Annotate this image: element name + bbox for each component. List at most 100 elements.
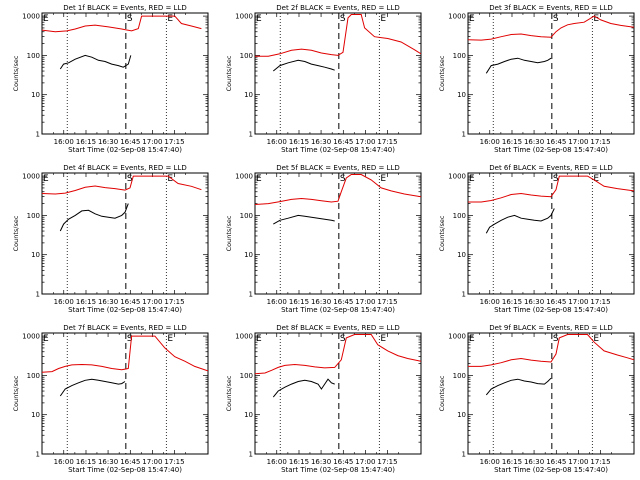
y-tick-label: 10 [457,91,466,99]
y-tick-label: 10 [31,411,40,419]
detector-panel: Det 1f BLACK = Events, RED = LLD 1 10 100 10… [12,4,209,154]
x-axis-label: Start Time (02-Sep-08 15:47:40) [281,466,395,474]
y-tick-label: 1 [36,131,40,139]
y-tick-label: 10 [457,411,466,419]
lld-series-line [468,175,634,203]
x-tick-label: 17:15 [377,138,397,146]
detector-panel: Det 4f BLACK = Events, RED = LLD 1 10 100 10… [12,164,209,314]
y-tick-label: 1000 [235,13,253,21]
x-tick-label: 16:30 [311,138,331,146]
interval-marker: E [469,174,475,184]
plot-frame [41,332,209,455]
x-axis-label: Start Time (02-Sep-08 15:47:40) [68,306,182,314]
x-tick-label: 16:30 [524,458,544,466]
x-axis-label: Start Time (02-Sep-08 15:47:40) [494,146,608,154]
interval-marker: E [593,174,599,184]
lld-series-line [42,15,202,33]
y-tick-label: 1000 [22,13,40,21]
x-tick-label: 17:15 [590,298,610,306]
y-tick-label: 1 [462,291,466,299]
x-tick-label: 16:15 [289,298,309,306]
y-tick-label: 10 [244,411,253,419]
x-tick-label: 16:15 [502,458,522,466]
x-tick-label: 16:00 [267,458,287,466]
x-tick-label: 16:00 [480,458,500,466]
y-tick-label: 1 [249,131,253,139]
x-tick-label: 17:15 [164,458,184,466]
y-tick-label: 100 [453,372,466,380]
x-tick-label: 16:30 [311,458,331,466]
detector-panel: Det 7f BLACK = Events, RED = LLD 1 10 100 10… [12,324,209,474]
lld-series-line [255,334,421,375]
x-axis-label: Start Time (02-Sep-08 15:47:40) [281,306,395,314]
x-tick-label: 17:15 [377,298,397,306]
x-tick-label: 17:15 [164,138,184,146]
x-tick-label: 16:00 [480,138,500,146]
y-tick-label: 1 [462,131,466,139]
lld-series-line [468,334,634,367]
events-series-line [485,208,555,234]
interval-marker: E [380,174,386,184]
interval-marker: E [43,174,49,184]
x-tick-label: 16:45 [333,458,353,466]
x-tick-label: 16:00 [267,298,287,306]
interval-marker: S [340,14,346,24]
y-tick-label: 1 [249,291,253,299]
x-tick-label: 16:45 [120,458,140,466]
y-tick-label: 1000 [235,173,253,181]
x-tick-label: 17:00 [568,138,588,146]
y-tick-label: 100 [27,372,40,380]
panel-title: Det 9f BLACK = Events, RED = LLD [489,324,612,332]
x-tick-label: 16:00 [480,298,500,306]
y-tick-label: 100 [453,212,466,220]
lld-series-line [255,14,421,57]
lld-series-line [42,335,208,373]
y-tick-label: 100 [27,212,40,220]
x-tick-label: 16:15 [289,458,309,466]
interval-marker: S [127,334,133,344]
events-series-line [59,203,129,232]
x-axis-label: Start Time (02-Sep-08 15:47:40) [494,466,608,474]
interval-marker: E [380,334,386,344]
plot-frame [254,332,422,455]
y-tick-label: 1000 [448,333,466,341]
x-tick-label: 17:15 [590,138,610,146]
plot-frame [41,12,209,135]
interval-marker: S [553,174,559,184]
detector-panel: Det 6f BLACK = Events, RED = LLD 1 10 100 10… [438,164,635,314]
interval-marker: E [469,14,475,24]
x-tick-label: 16:45 [546,138,566,146]
x-tick-label: 17:00 [355,298,375,306]
events-series-line [272,378,335,398]
events-series-line [273,214,335,225]
y-tick-label: 10 [31,251,40,259]
events-series-line [485,57,552,74]
x-tick-label: 16:30 [311,298,331,306]
plot-frame [467,12,635,135]
x-tick-label: 16:15 [76,298,96,306]
x-tick-label: 16:45 [120,138,140,146]
y-axis-label: Counts/sec [12,215,20,251]
interval-marker: S [340,334,346,344]
y-tick-label: 1000 [22,173,40,181]
y-tick-label: 10 [244,251,253,259]
x-tick-label: 16:30 [524,138,544,146]
y-axis-label: Counts/sec [12,375,20,411]
y-axis-label: Counts/sec [438,55,446,91]
interval-marker: E [593,334,599,344]
detector-panel: Det 9f BLACK = Events, RED = LLD 1 10 100 10… [438,324,635,474]
y-tick-label: 1 [36,451,40,459]
x-tick-label: 17:00 [355,138,375,146]
x-tick-label: 16:00 [267,138,287,146]
y-tick-label: 10 [457,251,466,259]
x-tick-label: 17:15 [377,458,397,466]
plot-frame [467,332,635,455]
interval-marker: E [43,14,49,24]
x-axis-label: Start Time (02-Sep-08 15:47:40) [68,146,182,154]
y-axis-label: Counts/sec [225,375,233,411]
detector-panel: Det 8f BLACK = Events, RED = LLD 1 10 100 10… [225,324,422,474]
interval-marker: E [593,14,599,24]
y-tick-label: 100 [240,372,253,380]
lld-series-line [42,175,202,195]
